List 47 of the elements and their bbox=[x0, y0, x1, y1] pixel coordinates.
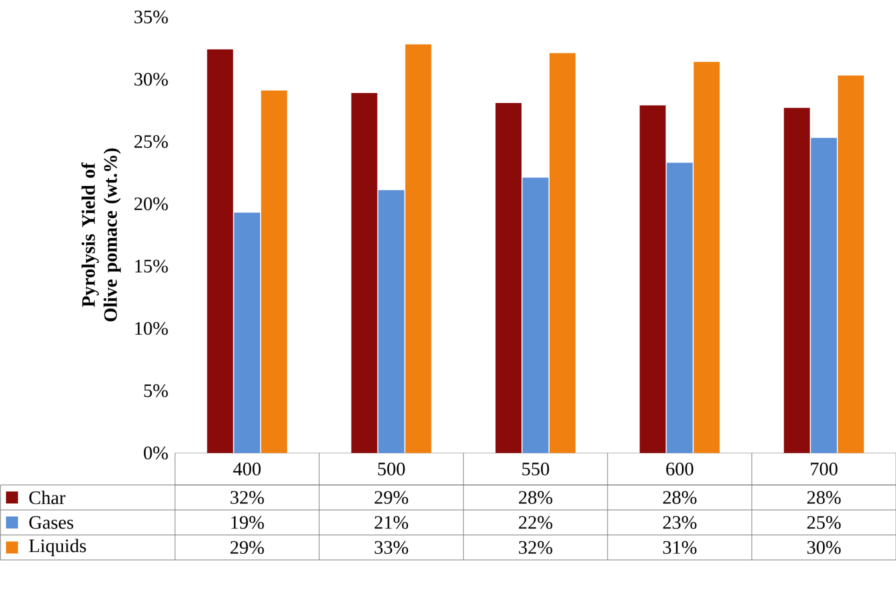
legend-label: Liquids bbox=[29, 538, 86, 556]
legend-label: Gases bbox=[29, 516, 74, 529]
y-tick-label: 25% bbox=[134, 135, 168, 148]
data-label: 32% bbox=[230, 491, 264, 504]
bar bbox=[640, 105, 666, 453]
data-label: 33% bbox=[374, 541, 408, 554]
bar bbox=[234, 212, 260, 453]
data-label: 28% bbox=[807, 491, 841, 504]
data-label: 25% bbox=[807, 516, 841, 529]
data-label: 28% bbox=[518, 491, 552, 504]
data-label: 21% bbox=[374, 516, 408, 529]
y-tick-label: 15% bbox=[135, 260, 168, 273]
data-label: 28% bbox=[663, 491, 696, 504]
x-tick-label: 550 bbox=[522, 462, 550, 476]
x-tick-label: 600 bbox=[666, 462, 694, 476]
data-label: 30% bbox=[807, 541, 841, 554]
bar bbox=[405, 44, 432, 453]
x-tick-label: 400 bbox=[233, 462, 261, 476]
bar bbox=[496, 102, 522, 453]
y-tick-label: 35% bbox=[134, 10, 168, 24]
y-tick-label: 30% bbox=[134, 72, 168, 86]
bar bbox=[522, 178, 548, 453]
bar bbox=[810, 138, 837, 453]
data-label: 23% bbox=[663, 516, 696, 529]
bar bbox=[550, 53, 576, 453]
y-tick-label: 10% bbox=[135, 322, 168, 335]
bar bbox=[351, 92, 378, 453]
bar bbox=[261, 90, 288, 453]
x-tick-label: 500 bbox=[378, 462, 405, 476]
y-tick-label: 5% bbox=[144, 384, 168, 398]
data-label: 29% bbox=[230, 541, 264, 554]
data-label: 22% bbox=[518, 516, 552, 529]
data-label: 19% bbox=[231, 516, 264, 529]
data-label: 31% bbox=[663, 541, 696, 554]
y-axis-title: Pyrolysis Yield of Olive pomace (wt.%) bbox=[81, 148, 121, 322]
y-tick-label: 0% bbox=[144, 446, 168, 460]
y-tick-label: 20% bbox=[134, 197, 168, 210]
bar bbox=[784, 108, 810, 453]
bar bbox=[207, 49, 234, 453]
legend-label: Char bbox=[29, 490, 66, 504]
bar bbox=[666, 162, 693, 453]
bar bbox=[838, 76, 864, 453]
data-label: 32% bbox=[519, 541, 552, 554]
data-label: 29% bbox=[374, 491, 408, 504]
bar bbox=[378, 190, 404, 453]
bar bbox=[694, 62, 720, 453]
x-tick-label: 700 bbox=[810, 462, 838, 476]
